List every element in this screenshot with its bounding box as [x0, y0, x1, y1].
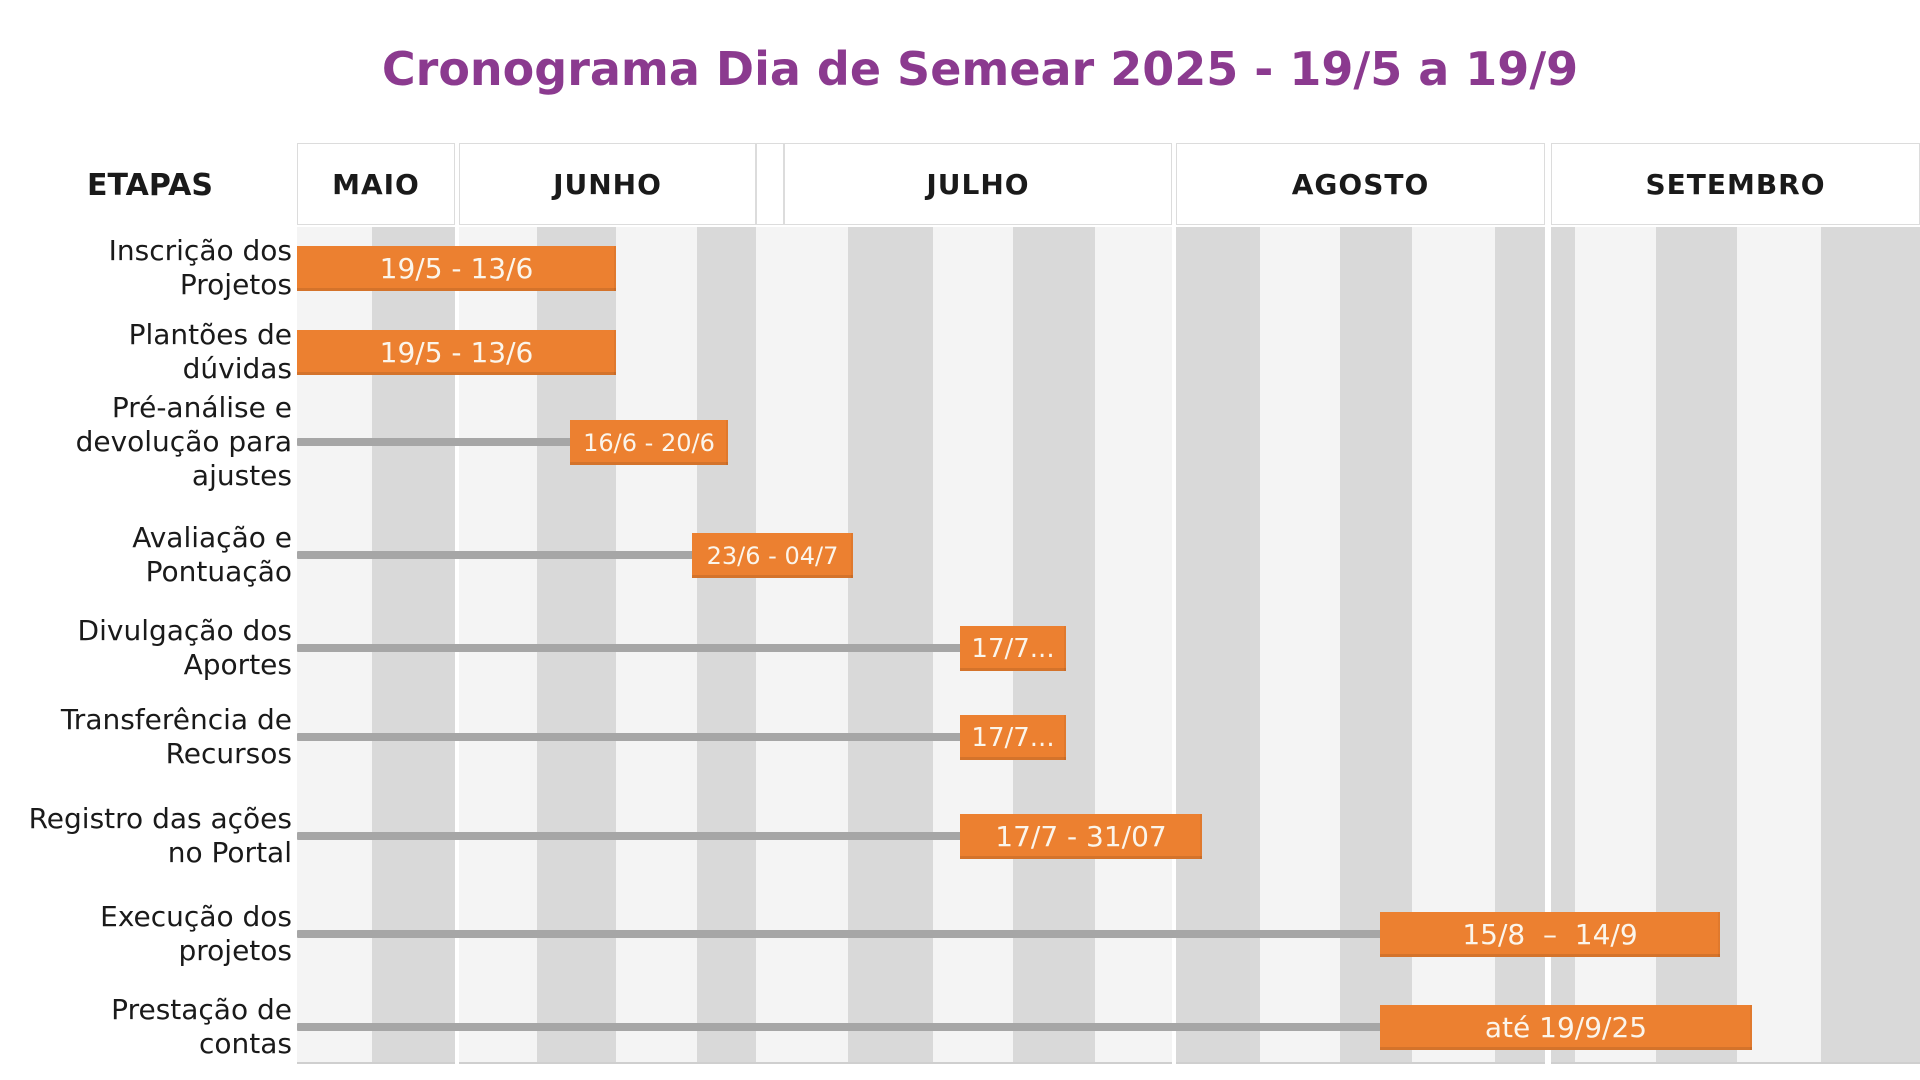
etapas-column-header: ETAPAS — [87, 168, 213, 203]
task-label: Plantões de dúvidas — [128, 318, 292, 385]
leader-line — [297, 551, 702, 559]
background-stripe — [1176, 227, 1260, 1062]
gantt-bar-date-label: 17/7... — [971, 722, 1055, 753]
gantt-bar: 17/7... — [960, 715, 1066, 760]
gantt-bar-date-label: 17/7... — [971, 633, 1055, 664]
leader-line — [297, 733, 970, 741]
gantt-bar-date-label: 17/7 - 31/07 — [995, 820, 1167, 853]
task-label: Avaliação e Pontuação — [132, 521, 292, 588]
month-header-maio: MAIO — [297, 143, 455, 225]
task-label: Execução dos projetos — [100, 900, 292, 967]
leader-line — [297, 832, 970, 840]
background-stripe — [1821, 227, 1920, 1062]
gantt-bar-date-label: 15/8 – 14/9 — [1462, 918, 1638, 951]
gantt-bar: 17/7 - 31/07 — [960, 814, 1202, 859]
leader-line — [297, 930, 1390, 938]
background-stripe — [1737, 227, 1821, 1062]
leader-line — [297, 644, 970, 652]
leader-line — [297, 438, 580, 446]
task-label: Inscrição dos Projetos — [108, 234, 292, 301]
month-header-setembro: SETEMBRO — [1551, 143, 1920, 225]
gantt-bar-date-label: 16/6 - 20/6 — [583, 428, 715, 457]
leader-line — [297, 1023, 1390, 1031]
month-header-julho: JULHO — [784, 143, 1172, 225]
gantt-bar: 23/6 - 04/7 — [692, 533, 853, 578]
gantt-bar-date-label: 19/5 - 13/6 — [379, 252, 534, 285]
gantt-bar: 16/6 - 20/6 — [570, 420, 728, 465]
chart-title: Cronograma Dia de Semear 2025 - 19/5 a 1… — [381, 42, 1579, 96]
month-header-junho: JUNHO — [459, 143, 756, 225]
gantt-bar: 19/5 - 13/6 — [297, 246, 616, 291]
task-label: Divulgação dos Aportes — [77, 614, 292, 681]
gantt-bar-date-label: até 19/9/25 — [1484, 1011, 1648, 1044]
task-label: Pré-análise e devolução para ajustes — [75, 391, 292, 492]
gantt-bar-date-label: 23/6 - 04/7 — [706, 541, 839, 570]
task-label: Prestação de contas — [111, 993, 292, 1060]
gantt-bar: até 19/9/25 — [1380, 1005, 1752, 1050]
month-header-agosto: AGOSTO — [1176, 143, 1545, 225]
task-label: Registro das ações no Portal — [28, 802, 292, 869]
gantt-bar: 17/7... — [960, 626, 1066, 671]
gantt-bar: 19/5 - 13/6 — [297, 330, 616, 375]
month-header-spacer-cell — [756, 143, 784, 225]
background-stripe — [1095, 227, 1172, 1062]
gantt-bar-date-label: 19/5 - 13/6 — [379, 336, 534, 369]
task-label: Transferência de Recursos — [60, 703, 292, 770]
gantt-bar: 15/8 – 14/9 — [1380, 912, 1720, 957]
background-stripe — [1260, 227, 1340, 1062]
